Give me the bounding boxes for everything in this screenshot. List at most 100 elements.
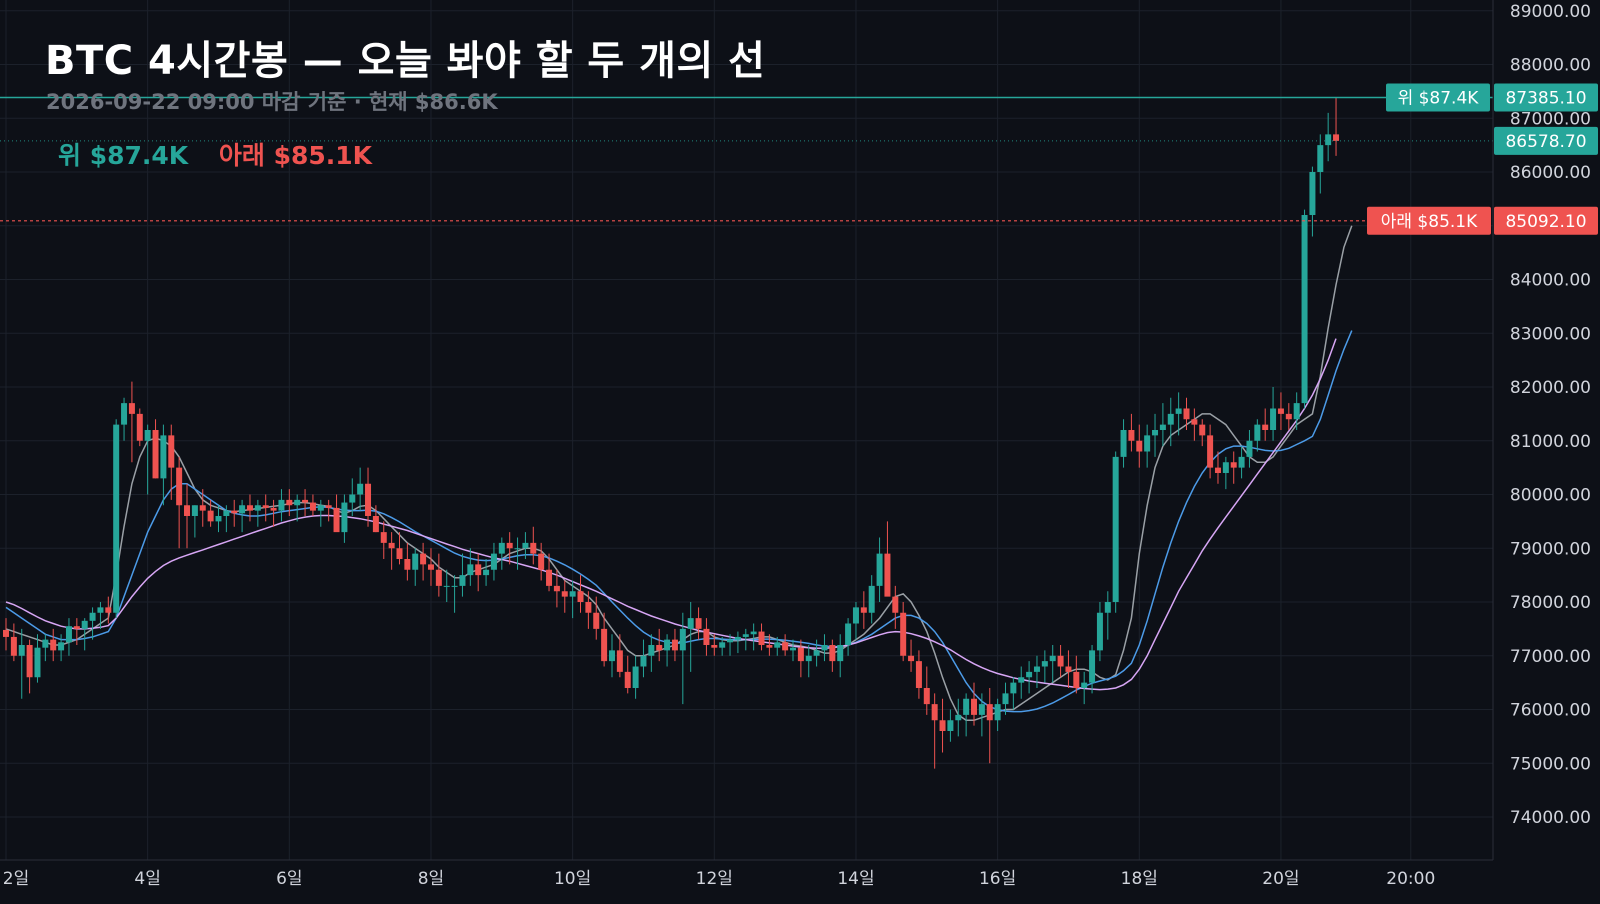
candle-body (1152, 430, 1159, 436)
candle-body (1026, 671, 1033, 678)
candle-body (790, 647, 796, 651)
time-tick-label: 14일 (837, 869, 874, 889)
candle-body (365, 483, 372, 516)
candle-body (1167, 413, 1174, 425)
candle-body (585, 602, 592, 613)
candle-body (246, 505, 253, 511)
candle-body (1277, 408, 1284, 414)
candle-body (168, 435, 175, 468)
candle-body (1175, 408, 1182, 414)
price-tick-label: 75000.00 (1510, 754, 1591, 774)
candle-body (388, 542, 395, 549)
candle-body (325, 505, 332, 508)
candle-body (294, 499, 301, 506)
candle-body (1254, 424, 1261, 441)
candle-body (1230, 462, 1237, 468)
price-tick-label: 87000.00 (1510, 109, 1591, 129)
candle-body (931, 704, 938, 721)
candle-body (199, 505, 206, 511)
candle-body (829, 645, 836, 662)
candle-body (750, 631, 757, 635)
time-axis[interactable]: 2일 4일 6일 8일 10일 12일 14일 16일 18일 20일 20:00 (3, 869, 1436, 889)
candle-body (1002, 693, 1009, 705)
candle-body (947, 720, 954, 731)
candle-body (121, 403, 128, 425)
level-lines (0, 96, 1493, 222)
candle-body (420, 553, 427, 565)
candle-body (191, 505, 198, 516)
candle-body (427, 564, 434, 570)
candle-body (1104, 602, 1111, 613)
candle-body (1159, 424, 1166, 430)
candle-body (538, 553, 545, 570)
candle-body (1317, 145, 1324, 172)
candle-body (160, 435, 167, 479)
time-tick-label: 18일 (1121, 869, 1158, 889)
candle-body (908, 655, 915, 662)
level-legend: 위 $87.4K 아래 $85.1K (58, 136, 372, 172)
candle-body (1207, 435, 1214, 468)
candle-body (89, 612, 96, 621)
candle-body (58, 642, 65, 651)
candle-body (695, 618, 702, 629)
candle-body (50, 639, 57, 651)
current-price-tag-text: 86578.70 (1505, 132, 1586, 152)
candle-body (1081, 682, 1088, 688)
time-tick-label: 8일 (418, 869, 444, 889)
candle-body (766, 645, 773, 648)
candle-body (128, 403, 135, 414)
candle-body (569, 591, 576, 597)
candle-body (860, 607, 867, 613)
candle-body (506, 542, 513, 549)
candle-body (184, 505, 191, 516)
candle-body (459, 575, 466, 586)
lower-level-badge-text: 아래 $85.1K (1381, 212, 1478, 232)
candle-body (215, 516, 222, 522)
candle-body (782, 642, 789, 651)
candle-body (404, 559, 411, 570)
candle-body (278, 499, 285, 511)
candle-body (852, 607, 859, 624)
candle-body (986, 704, 993, 721)
price-tick-label: 78000.00 (1510, 593, 1591, 613)
candle-body (632, 666, 639, 688)
time-tick-label: 16일 (979, 869, 1016, 889)
price-tick-label: 80000.00 (1510, 486, 1591, 506)
candle-body (1222, 462, 1229, 473)
upper-level-legend: 위 $87.4K (58, 141, 189, 170)
candle-body (1191, 419, 1198, 425)
candle-body (1057, 655, 1064, 667)
candle-body (679, 628, 686, 651)
candle-body (719, 642, 726, 648)
time-tick-label: 12일 (696, 869, 733, 889)
candle-body (892, 596, 899, 613)
candle-body (837, 645, 844, 662)
candle-body (1144, 435, 1151, 452)
candle-body (65, 626, 72, 643)
candle-body (742, 634, 749, 637)
candle-body (608, 650, 615, 662)
candle-body (821, 645, 828, 651)
price-tick-label: 76000.00 (1510, 701, 1591, 721)
candle-body (561, 591, 568, 597)
candle-body (624, 671, 631, 688)
candle-body (357, 483, 364, 495)
candle-body (1270, 408, 1277, 430)
candle-body (939, 720, 946, 731)
candle-body (876, 553, 883, 586)
lower-level-legend: 아래 $85.1K (218, 141, 373, 170)
candle-body (687, 618, 694, 629)
time-tick-label: 10일 (554, 869, 591, 889)
candle-body (3, 629, 9, 637)
candle-body (813, 650, 820, 656)
candle-body (1246, 440, 1253, 457)
candle-body (34, 647, 41, 678)
candle-body (1049, 655, 1056, 662)
candle-body (113, 424, 120, 613)
candle-body (1065, 666, 1072, 672)
current-price-tag-box (1494, 126, 1598, 155)
candle-body (380, 532, 387, 543)
candle-body (546, 569, 553, 586)
